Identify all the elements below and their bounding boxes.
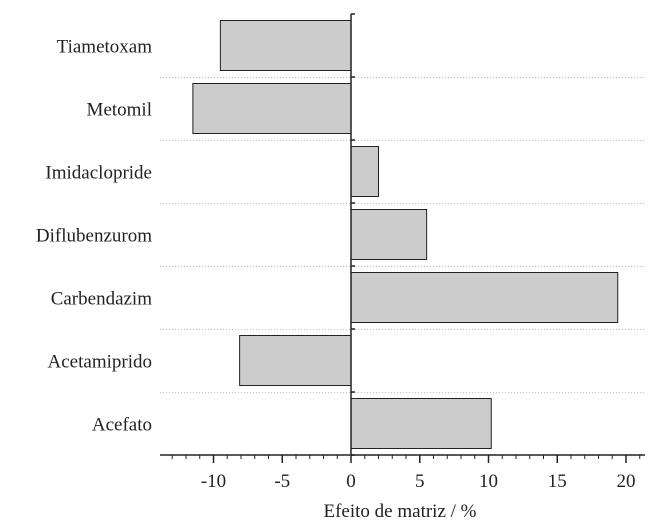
bar-imidaclopride xyxy=(350,146,379,197)
x-tick-label: 0 xyxy=(346,471,356,492)
category-labels: Tiametoxam Metomil Imidaclopride Diflubenzu… xyxy=(36,37,152,436)
category-label: Tiametoxam xyxy=(57,37,153,58)
bar-tiametoxam xyxy=(219,20,352,71)
bar-diflubenzurom xyxy=(350,209,428,260)
x-tick-label: 15 xyxy=(548,471,567,492)
x-tick-label: 5 xyxy=(415,471,425,492)
x-tick-label: -10 xyxy=(201,471,226,492)
category-label: Metomil xyxy=(87,100,152,121)
category-label: Acefato xyxy=(92,415,152,436)
x-tick-label: 10 xyxy=(479,471,498,492)
x-axis: -10 -5 0 5 10 15 20 xyxy=(160,454,645,492)
x-tick-label: -5 xyxy=(274,471,290,492)
bar-acetamiprido xyxy=(239,335,352,386)
bars xyxy=(192,20,619,449)
x-tick-label: 20 xyxy=(617,471,636,492)
category-label: Diflubenzurom xyxy=(36,226,152,247)
category-label: Acetamiprido xyxy=(48,352,152,373)
bar-metomil xyxy=(192,83,352,134)
bar-carbendazim xyxy=(350,272,619,323)
category-label: Carbendazim xyxy=(51,289,153,310)
bar-acefato xyxy=(350,398,492,449)
x-axis-title: Efeito de matriz / % xyxy=(324,501,477,522)
category-label: Imidaclopride xyxy=(45,163,152,184)
